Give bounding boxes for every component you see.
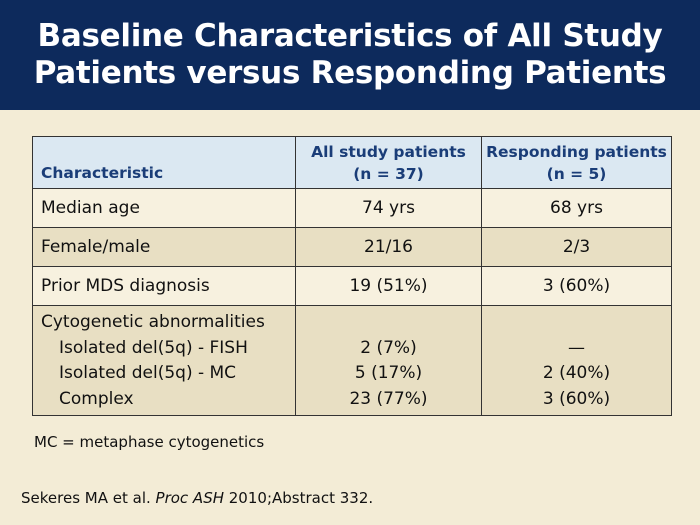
table-row-prior-mds: Prior MDS diagnosis 19 (51%) 3 (60%)	[32, 266, 672, 306]
footnote: MC = metaphase cytogenetics	[34, 433, 265, 451]
column-header-all-line-2: (n = 37)	[353, 164, 424, 183]
row-label: Prior MDS diagnosis	[32, 266, 296, 306]
row-label: Female/male	[32, 227, 296, 267]
sub-label-mc: Isolated del(5q) - MC	[59, 363, 237, 383]
slide-title-line-1: Baseline Characteristics of All Study	[37, 18, 663, 54]
cell-all-mc: 5 (17%)	[354, 363, 423, 383]
table-row-cytogenetics: Cytogenetic abnormalities Isolated del(5…	[32, 305, 672, 416]
cell-responding-cytogenetics: — 2 (40%) 3 (60%)	[481, 305, 672, 416]
cell-responding: 2/3	[481, 227, 672, 267]
sub-label-fish: Isolated del(5q) - FISH	[59, 337, 248, 358]
row-label: Median age	[32, 188, 296, 228]
column-header-resp-line-1: Responding patients	[486, 142, 667, 161]
column-header-characteristic: Characteristic	[32, 136, 296, 189]
cell-all-study: 21/16	[295, 227, 482, 267]
column-header-all-study-patients: All study patients (n = 37)	[295, 136, 482, 189]
cell-responding: 68 yrs	[481, 188, 672, 228]
cell-responding: 3 (60%)	[481, 266, 672, 306]
slide-header: Baseline Characteristics of All Study Pa…	[0, 0, 700, 110]
cell-all-study-cytogenetics: 2 (7%) 5 (17%) 23 (77%)	[295, 305, 482, 416]
cell-resp-mc: 2 (40%)	[542, 363, 611, 383]
table-header-row: Characteristic All study patients (n = 3…	[32, 136, 672, 189]
column-header-resp-line-2: (n = 5)	[546, 164, 607, 183]
row-label-cytogenetics: Cytogenetic abnormalities Isolated del(5…	[32, 305, 296, 416]
slide-title: Baseline Characteristics of All Study Pa…	[34, 18, 667, 92]
sub-label-complex: Complex	[59, 388, 134, 409]
cell-all-study: 74 yrs	[295, 188, 482, 228]
characteristics-table: Characteristic All study patients (n = 3…	[32, 136, 672, 416]
slide-title-line-2: Patients versus Responding Patients	[33, 55, 667, 91]
cell-all-complex: 23 (77%)	[349, 388, 428, 409]
citation-journal: Proc ASH	[155, 489, 224, 507]
cell-resp-fish: —	[568, 337, 585, 358]
cell-resp-complex: 3 (60%)	[542, 388, 611, 409]
table-row-median-age: Median age 74 yrs 68 yrs	[32, 188, 672, 228]
column-header-all-line-1: All study patients	[311, 142, 466, 161]
spacer	[482, 310, 671, 336]
citation-details: 2010;Abstract 332.	[224, 489, 374, 507]
spacer	[296, 310, 481, 336]
column-header-responding-patients: Responding patients (n = 5)	[481, 136, 672, 189]
cytogenetics-heading: Cytogenetic abnormalities	[41, 312, 265, 332]
citation-authors: Sekeres MA et al.	[21, 489, 156, 507]
cell-all-study: 19 (51%)	[295, 266, 482, 306]
table-row-female-male: Female/male 21/16 2/3	[32, 227, 672, 267]
citation: Sekeres MA et al. Proc ASH 2010;Abstract…	[21, 489, 373, 507]
cell-all-fish: 2 (7%)	[360, 337, 417, 358]
